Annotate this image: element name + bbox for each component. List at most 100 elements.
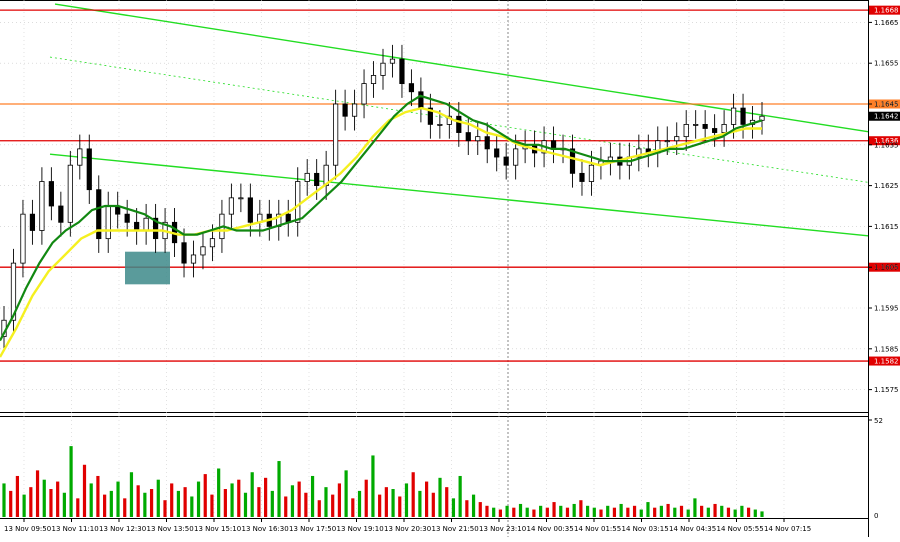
level-label-box — [869, 262, 900, 272]
candle-body — [569, 148, 576, 174]
candle-body — [494, 148, 500, 158]
candle-body — [683, 124, 689, 138]
volume-bar — [565, 507, 570, 517]
time-tick-label: 13 Nov 15:10 — [194, 525, 241, 533]
volume-bar — [15, 475, 20, 517]
volume-bar — [746, 507, 751, 517]
candle-body — [351, 103, 358, 117]
volume-bar — [492, 507, 496, 517]
volume-bar — [9, 490, 13, 517]
level-label-box — [869, 5, 900, 15]
volume-bar — [518, 503, 523, 517]
volume-bar — [760, 511, 764, 517]
candle-body — [200, 246, 206, 256]
volume-max-label: 52 — [874, 417, 883, 425]
price-tick-label: 1.1605 — [874, 264, 899, 272]
time-axis: 13 Nov 09:50 13 Nov 11:10 13 Nov 12:30 13 N… — [4, 518, 811, 533]
volume-bar — [35, 470, 40, 517]
volume-bar — [431, 492, 435, 517]
volume-bar — [183, 487, 187, 517]
candle-body — [361, 83, 367, 105]
volume-bar — [324, 487, 328, 517]
volume-bar — [257, 487, 261, 517]
volume-bar — [29, 487, 33, 517]
volume-bar — [465, 500, 469, 517]
candle-body — [730, 107, 737, 125]
volume-bar — [62, 492, 66, 517]
time-tick-label: 13 Nov 16:30 — [242, 525, 289, 533]
candle-body — [333, 103, 339, 166]
volume-bar — [196, 481, 201, 517]
volume-bar — [599, 509, 603, 517]
channel-lower-line — [49, 153, 869, 237]
volume-bar — [371, 455, 375, 517]
candle-body — [342, 103, 348, 117]
candle-body — [475, 136, 481, 142]
fast-moving-average — [0, 94, 763, 342]
candle-body — [58, 205, 64, 223]
candle-body — [48, 181, 54, 207]
time-tick-label: 13 Nov 17:50 — [289, 525, 336, 533]
volume-bar — [264, 477, 268, 517]
volume-bar — [384, 487, 388, 517]
price-tick-label: 1.1625 — [874, 182, 899, 190]
time-tick-label: 14 Nov 04:35 — [669, 525, 716, 533]
volume-bar — [351, 498, 355, 517]
candle-body — [636, 148, 642, 158]
candle-body — [304, 172, 310, 182]
volume-bar — [606, 505, 610, 517]
volume-bar — [398, 496, 402, 517]
candle-body — [740, 107, 746, 125]
time-tick-label: 14 Nov 00:35 — [527, 525, 574, 533]
volume-bar — [572, 503, 576, 517]
candle-body — [380, 62, 386, 76]
candle-body — [96, 189, 102, 240]
time-tick-label: 13 Nov 13:50 — [147, 525, 194, 533]
volume-bar — [713, 503, 717, 517]
entry-zone-box — [125, 251, 170, 285]
volume-bar — [579, 500, 583, 517]
candle-body — [702, 124, 708, 129]
volume-bar — [693, 498, 697, 517]
volume-bar — [2, 483, 6, 517]
candle-body — [39, 181, 45, 231]
candle-body — [238, 197, 244, 200]
candle-body — [513, 148, 519, 166]
volume-bar — [297, 481, 301, 517]
volume-bar — [250, 472, 254, 517]
volume-bar — [532, 509, 536, 517]
volume-bar — [425, 481, 429, 517]
candle-body — [181, 242, 187, 264]
candle-body — [143, 217, 149, 231]
volume-bar — [646, 502, 650, 517]
volume-bar — [230, 483, 234, 517]
volume-bar — [149, 489, 154, 517]
candle-body — [209, 238, 216, 248]
volume-bar — [123, 498, 127, 517]
volume-bar — [666, 503, 670, 517]
candle-body — [437, 124, 443, 126]
price-tick-label: 1.1585 — [874, 345, 899, 353]
volume-bar — [129, 472, 134, 517]
time-tick-label: 13 Nov 12:30 — [99, 525, 146, 533]
volume-bar — [471, 494, 476, 517]
candle-body — [67, 164, 73, 223]
time-tick-label: 13 Nov 19:10 — [337, 525, 384, 533]
volume-bar — [404, 483, 409, 517]
volume-bar — [585, 505, 590, 517]
volume-bar — [639, 509, 643, 517]
moving-averages — [0, 94, 763, 358]
volume-bar — [76, 498, 80, 517]
candle-body — [674, 136, 680, 142]
volume-bar — [277, 461, 281, 517]
volume-bar — [626, 507, 630, 517]
current-price-label: 1.1642 — [874, 113, 899, 121]
volume-bar — [210, 494, 214, 517]
level-label: 1.1636 — [874, 137, 899, 145]
volume-bar — [116, 481, 120, 517]
volume-bar — [176, 490, 181, 517]
volume-bar — [485, 505, 489, 517]
candle-body — [693, 124, 699, 126]
volume-bar — [156, 479, 160, 517]
level-label-box — [869, 356, 900, 366]
